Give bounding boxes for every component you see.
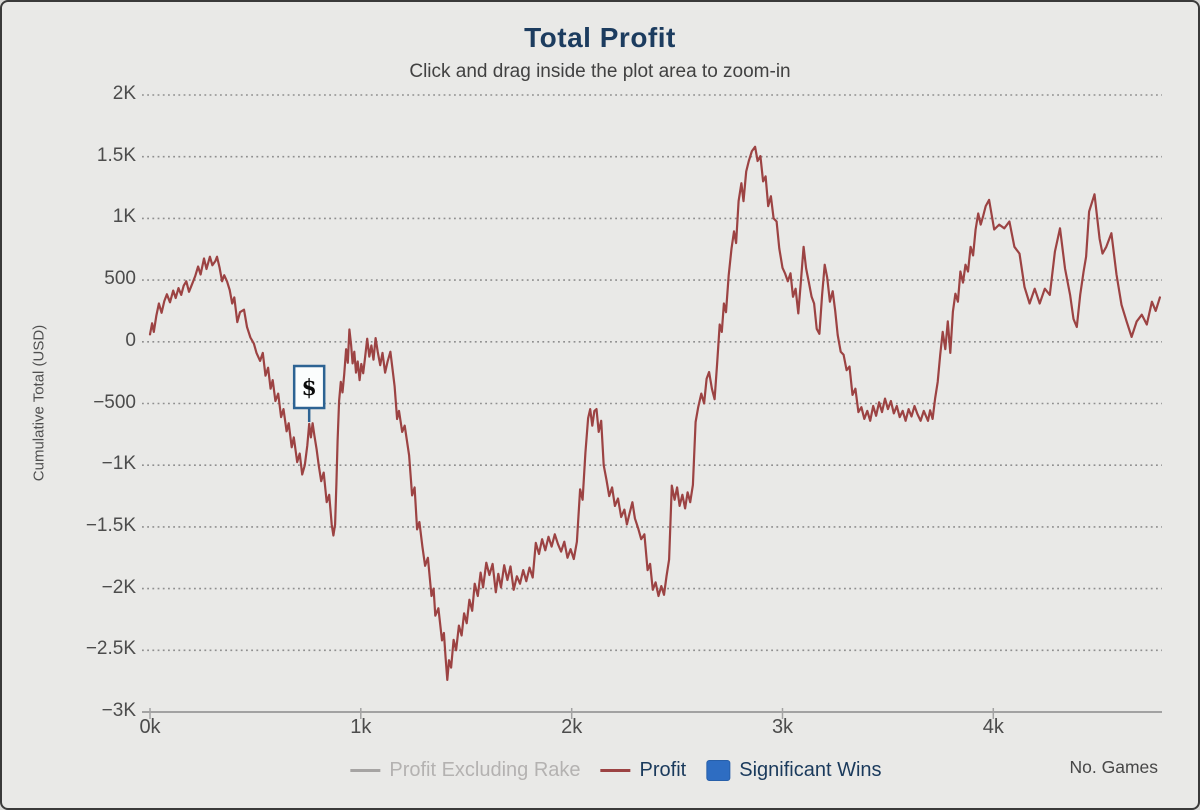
x-tick-label: 1k bbox=[350, 716, 372, 738]
zoom-hint-subtitle: Click and drag inside the plot area to z… bbox=[409, 61, 791, 82]
profit-line bbox=[148, 145, 1162, 682]
y-tick-label: 500 bbox=[104, 268, 136, 290]
gray-line-swatch bbox=[350, 769, 381, 772]
legend-item-profit[interactable]: Profit bbox=[600, 759, 687, 782]
y-tick-label: −3K bbox=[101, 700, 136, 721]
legend-label: Significant Wins bbox=[739, 759, 882, 781]
y-tick-label: −1.5K bbox=[85, 514, 136, 536]
legend-item-profit-excluding-rake[interactable]: Profit Excluding Rake bbox=[350, 759, 581, 782]
y-tick-label: 2K bbox=[112, 83, 136, 104]
blue-square-swatch bbox=[706, 760, 731, 781]
legend-item-significant-wins[interactable]: Significant Wins bbox=[706, 759, 882, 782]
legend-label: Profit bbox=[639, 759, 687, 781]
page-title: Total Profit bbox=[524, 22, 676, 53]
legend-label: Profit Excluding Rake bbox=[389, 759, 581, 781]
x-tick-label: 2k bbox=[561, 716, 583, 738]
red-line-swatch bbox=[600, 769, 631, 772]
x-tick-label: 4k bbox=[982, 716, 1004, 738]
y-tick-label: 1K bbox=[112, 206, 136, 228]
legend: Profit Excluding Rake Profit Significant… bbox=[350, 759, 882, 782]
significant-win-label: $ bbox=[302, 375, 317, 401]
x-axis-title: No. Games bbox=[1069, 757, 1159, 777]
significant-win-flag[interactable] bbox=[292, 364, 326, 410]
x-tick-label: 3k bbox=[771, 716, 794, 738]
y-tick-label: 1.5K bbox=[96, 144, 136, 166]
y-tick-label: −500 bbox=[93, 391, 136, 413]
y-tick-label: −2.5K bbox=[85, 638, 136, 660]
x-tick-label: 0k bbox=[139, 716, 161, 738]
y-tick-label: −2K bbox=[101, 576, 136, 598]
y-tick-label: 0 bbox=[125, 329, 136, 351]
y-tick-label: −1K bbox=[101, 453, 136, 475]
